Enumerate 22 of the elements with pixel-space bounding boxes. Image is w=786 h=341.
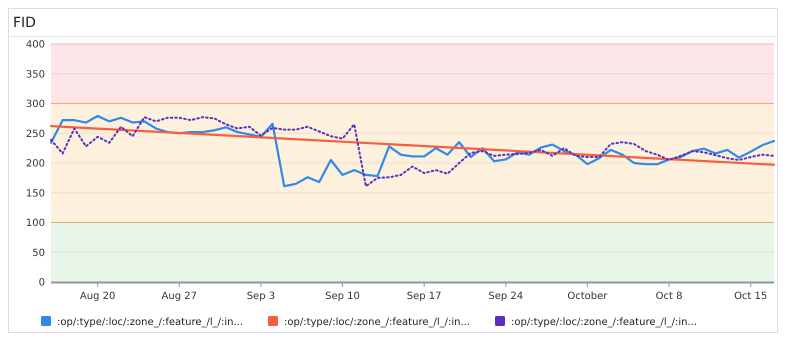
y-tick-label: 200 xyxy=(26,158,45,170)
legend-label: :op/:type/:loc/:zone_/:feature_/l_/:in... xyxy=(511,317,698,328)
legend-label: :op/:type/:loc/:zone_/:feature_/l_/:in... xyxy=(284,317,470,328)
x-tick-label: Oct 15 xyxy=(734,291,768,302)
x-tick-label: Sep 17 xyxy=(406,291,442,302)
x-tick-label: Sep 10 xyxy=(325,291,360,302)
y-tick-label: 350 xyxy=(26,69,45,80)
y-tick-label: 400 xyxy=(26,40,45,50)
x-tick-label: Aug 20 xyxy=(80,291,116,302)
y-tick-label: 300 xyxy=(26,99,45,110)
x-tick-label: Oct 8 xyxy=(656,291,682,302)
legend-label: :op/:type/:loc/:zone_/:feature_/l_/:in... xyxy=(57,317,244,328)
x-tick-label: Aug 27 xyxy=(162,291,197,302)
y-tick-label: 100 xyxy=(26,218,45,229)
x-tick-label: October xyxy=(567,291,608,302)
x-tick-label: Sep 3 xyxy=(246,291,276,302)
x-tick-label: Sep 24 xyxy=(488,291,524,302)
y-tick-label: 250 xyxy=(26,128,45,140)
y-tick-label: 0 xyxy=(38,278,45,288)
y-tick-label: 150 xyxy=(26,188,45,200)
y-tick-label: 50 xyxy=(32,248,45,259)
chart-title: FID xyxy=(13,15,36,31)
